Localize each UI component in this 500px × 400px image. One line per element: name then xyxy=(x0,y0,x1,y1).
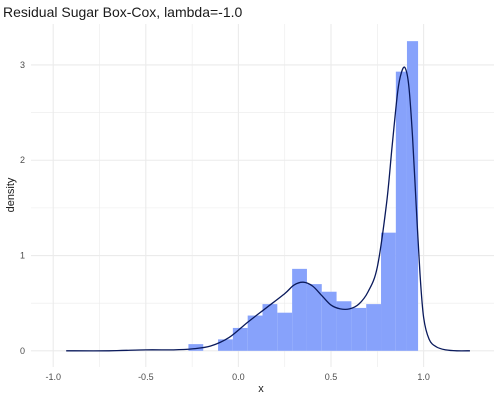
histogram-bar xyxy=(366,304,382,351)
histogram-bar xyxy=(306,284,322,351)
histogram-bar xyxy=(247,315,263,351)
histogram-bar xyxy=(277,312,293,351)
histogram-bar xyxy=(406,41,419,351)
y-tick-label: 1 xyxy=(20,251,25,261)
histogram-bar xyxy=(232,327,248,351)
histogram-bars xyxy=(188,41,419,351)
density-curve xyxy=(66,66,470,352)
histogram-bar xyxy=(395,71,407,351)
histogram-bar xyxy=(262,304,278,351)
y-tick-label: 0 xyxy=(20,346,25,356)
histogram-bar xyxy=(336,301,352,351)
x-tick-label: -1.0 xyxy=(45,372,61,382)
histogram-bar xyxy=(188,344,204,351)
y-axis-label: density xyxy=(5,177,17,212)
histogram-bar xyxy=(381,232,396,351)
histogram-bar xyxy=(321,291,337,351)
x-tick-label: -0.5 xyxy=(138,372,154,382)
x-tick-label: 0.0 xyxy=(232,372,245,382)
x-axis-label: x xyxy=(258,383,264,395)
x-axis-ticks: -1.0 -0.5 0.0 0.5 1.0 xyxy=(45,372,429,382)
y-axis-ticks: 0 1 2 3 xyxy=(20,60,25,356)
density-curve-layer xyxy=(66,66,470,352)
histogram-bar xyxy=(218,339,233,351)
y-tick-label: 2 xyxy=(20,155,25,165)
histogram-bar xyxy=(351,307,367,351)
chart-title: Residual Sugar Box-Cox, lambda=-1.0 xyxy=(3,4,243,20)
histogram-bar xyxy=(292,268,307,351)
x-tick-label: 1.0 xyxy=(417,372,430,382)
y-tick-label: 3 xyxy=(20,60,25,70)
x-tick-label: 0.5 xyxy=(325,372,338,382)
